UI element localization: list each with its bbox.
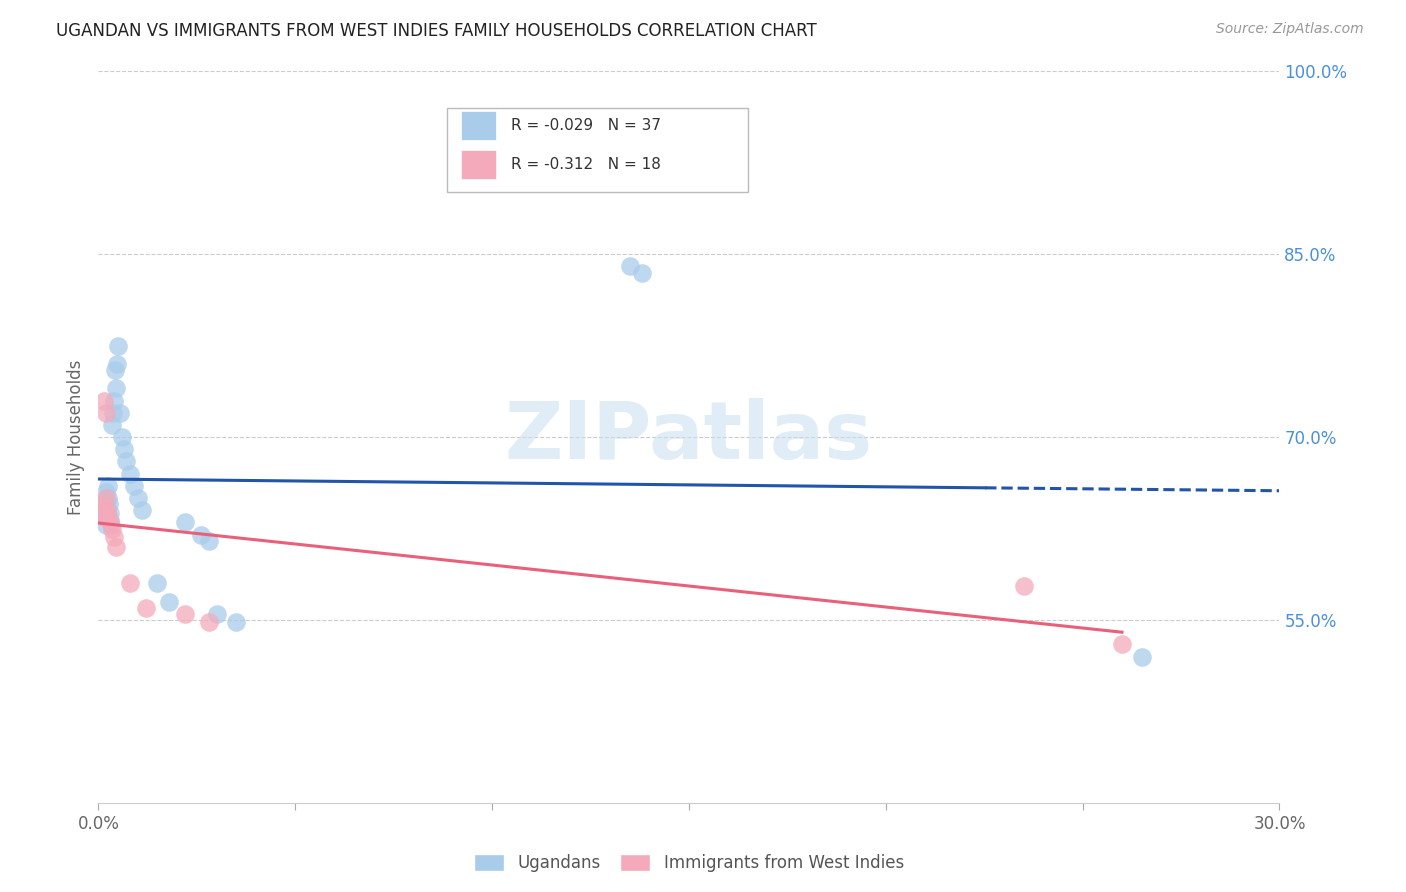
Point bbox=[100, 517, 122, 532]
Point bbox=[174, 607, 197, 621]
Point bbox=[91, 507, 114, 521]
Point bbox=[105, 357, 128, 371]
Point bbox=[94, 517, 117, 532]
Text: Source: ZipAtlas.com: Source: ZipAtlas.com bbox=[1216, 22, 1364, 37]
Point bbox=[98, 513, 121, 527]
Point bbox=[146, 576, 169, 591]
Point bbox=[197, 615, 219, 630]
Point bbox=[97, 491, 120, 505]
Point bbox=[225, 615, 247, 630]
Point bbox=[103, 406, 125, 420]
Point bbox=[93, 503, 115, 517]
Point bbox=[619, 260, 641, 274]
Legend: Ugandans, Immigrants from West Indies: Ugandans, Immigrants from West Indies bbox=[467, 847, 911, 879]
Point bbox=[1111, 637, 1133, 651]
FancyBboxPatch shape bbox=[461, 111, 496, 140]
Point bbox=[112, 442, 135, 457]
Point bbox=[115, 454, 138, 468]
Point bbox=[1130, 649, 1153, 664]
Point bbox=[131, 503, 153, 517]
Point bbox=[205, 607, 228, 621]
Point bbox=[118, 467, 141, 481]
Point bbox=[98, 506, 121, 520]
Point bbox=[98, 497, 121, 511]
Point bbox=[118, 576, 141, 591]
Point bbox=[96, 497, 118, 511]
Text: ZIPatlas: ZIPatlas bbox=[505, 398, 873, 476]
Point bbox=[97, 479, 120, 493]
Point bbox=[103, 530, 125, 544]
Point bbox=[105, 381, 128, 395]
Point bbox=[94, 406, 117, 420]
Point bbox=[96, 503, 118, 517]
Y-axis label: Family Households: Family Households bbox=[66, 359, 84, 515]
Point bbox=[190, 527, 212, 541]
Point bbox=[101, 417, 124, 432]
Point bbox=[96, 509, 118, 524]
FancyBboxPatch shape bbox=[461, 150, 496, 179]
Point bbox=[630, 266, 652, 280]
Point bbox=[91, 506, 114, 520]
Point bbox=[122, 479, 145, 493]
Point bbox=[96, 485, 118, 500]
Point bbox=[103, 393, 125, 408]
Text: UGANDAN VS IMMIGRANTS FROM WEST INDIES FAMILY HOUSEHOLDS CORRELATION CHART: UGANDAN VS IMMIGRANTS FROM WEST INDIES F… bbox=[56, 22, 817, 40]
Point bbox=[135, 600, 157, 615]
Point bbox=[90, 509, 112, 524]
Point bbox=[97, 509, 120, 524]
Point bbox=[107, 339, 129, 353]
Point bbox=[127, 491, 149, 505]
Point bbox=[104, 363, 127, 377]
Point bbox=[1012, 579, 1035, 593]
Point bbox=[91, 497, 114, 511]
Point bbox=[93, 393, 115, 408]
Text: R = -0.312   N = 18: R = -0.312 N = 18 bbox=[510, 157, 661, 172]
Point bbox=[98, 516, 121, 530]
Point bbox=[197, 533, 219, 548]
Point bbox=[108, 406, 131, 420]
Point bbox=[105, 540, 128, 554]
Point bbox=[174, 516, 197, 530]
Point bbox=[101, 521, 124, 535]
Text: R = -0.029   N = 37: R = -0.029 N = 37 bbox=[510, 118, 661, 133]
Point bbox=[96, 491, 118, 505]
Point bbox=[157, 595, 180, 609]
FancyBboxPatch shape bbox=[447, 108, 748, 192]
Point bbox=[111, 430, 134, 444]
